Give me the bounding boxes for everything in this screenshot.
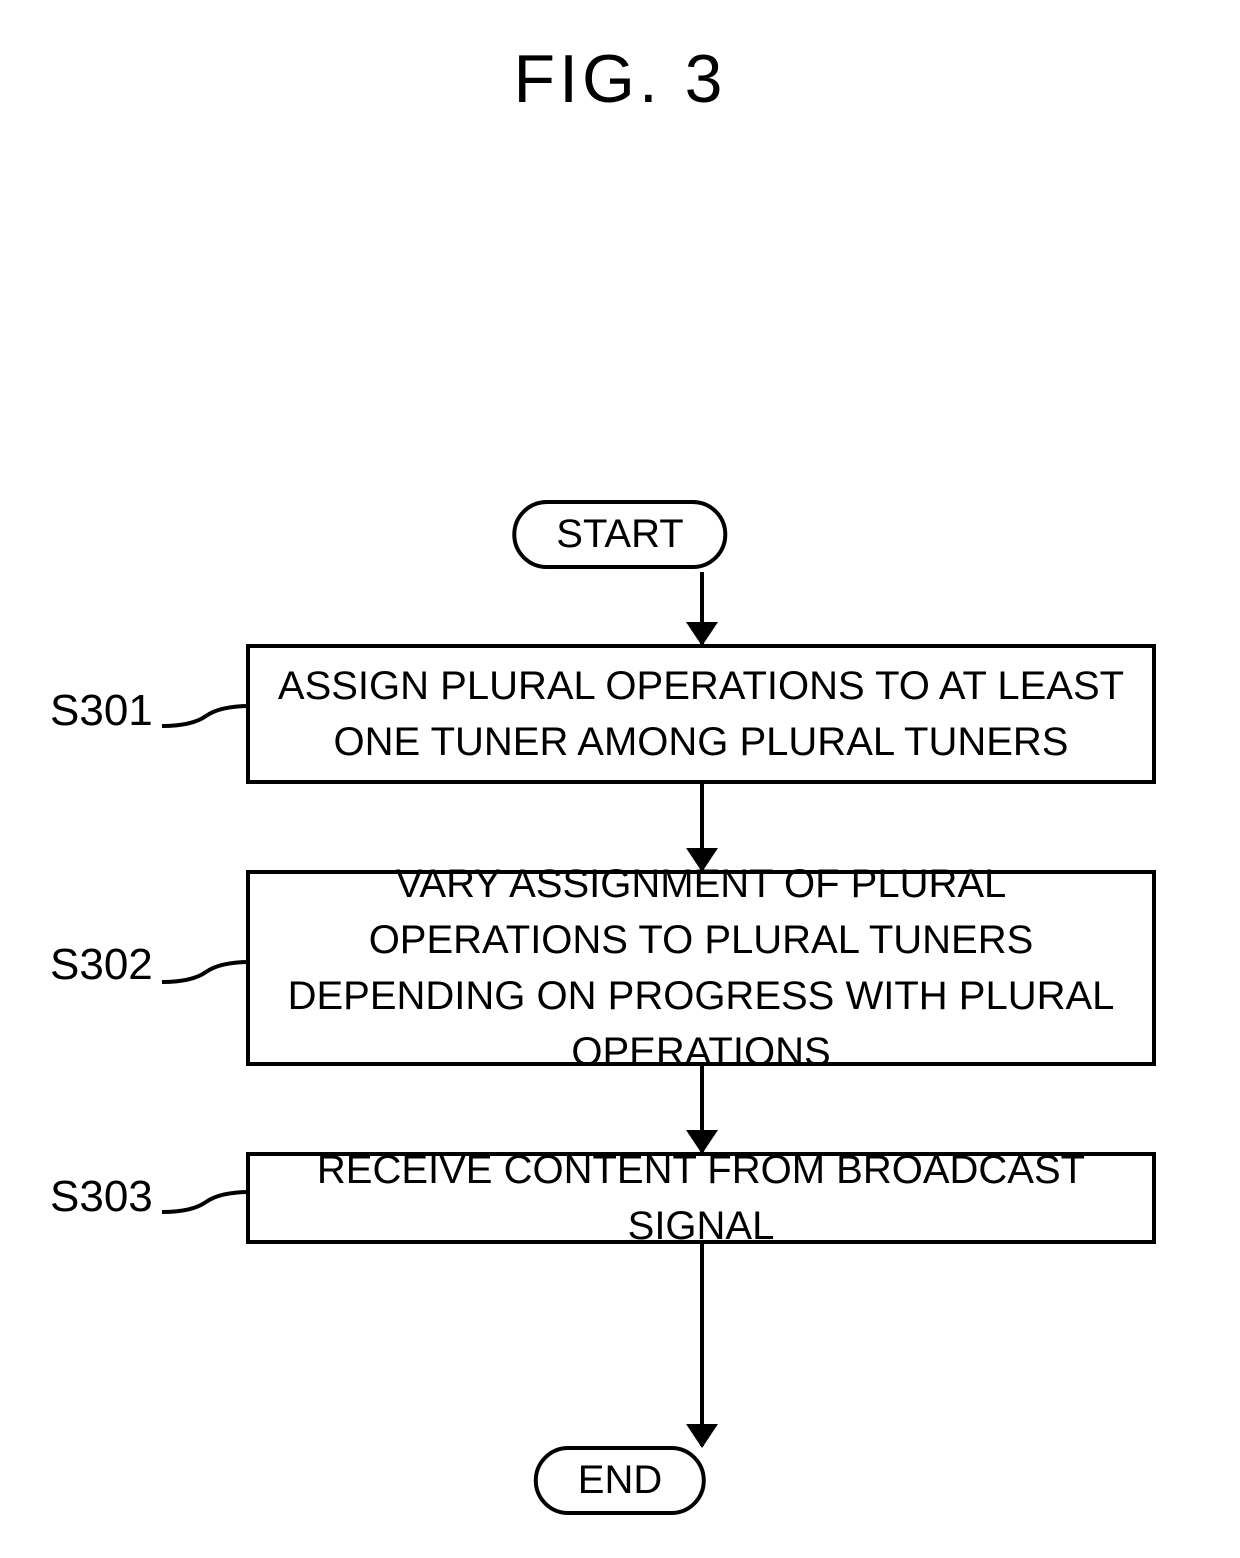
label-connector-s301 bbox=[162, 692, 250, 732]
process-s301-text: ASSIGN PLURAL OPERATIONS TO AT LEAST ONE… bbox=[270, 658, 1132, 770]
end-node: END bbox=[534, 1446, 706, 1515]
label-connector-s302 bbox=[162, 948, 250, 988]
step-label-s303: S303 bbox=[50, 1172, 153, 1222]
end-label: END bbox=[578, 1458, 662, 1502]
process-s301: ASSIGN PLURAL OPERATIONS TO AT LEAST ONE… bbox=[246, 644, 1156, 784]
start-label: START bbox=[556, 512, 683, 556]
step-label-s301: S301 bbox=[50, 686, 153, 736]
label-connector-s303 bbox=[162, 1178, 250, 1218]
step-label-s302: S302 bbox=[50, 940, 153, 990]
arrow-s302-to-s303 bbox=[700, 1066, 704, 1152]
process-s302: VARY ASSIGNMENT OF PLURAL OPERATIONS TO … bbox=[246, 870, 1156, 1066]
arrow-start-to-s301 bbox=[700, 572, 704, 644]
figure-title: FIG. 3 bbox=[514, 40, 727, 118]
process-s303-text: RECEIVE CONTENT FROM BROADCAST SIGNAL bbox=[270, 1142, 1132, 1254]
arrow-s303-to-end bbox=[700, 1244, 704, 1446]
start-node: START bbox=[512, 500, 727, 569]
process-s302-text: VARY ASSIGNMENT OF PLURAL OPERATIONS TO … bbox=[270, 856, 1132, 1080]
process-s303: RECEIVE CONTENT FROM BROADCAST SIGNAL bbox=[246, 1152, 1156, 1244]
